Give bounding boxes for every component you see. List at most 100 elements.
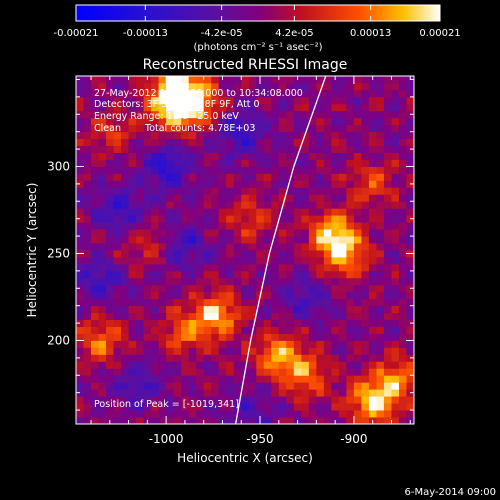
heatmap-cell (376, 173, 385, 181)
heatmap-cell (91, 215, 99, 223)
heatmap-cell (106, 138, 114, 146)
heatmap-cell (368, 361, 377, 369)
heatmap-cell (308, 229, 317, 237)
heatmap-cell (98, 312, 107, 320)
heatmap-cell (128, 312, 137, 320)
heatmap-cell (151, 229, 160, 237)
heatmap-cell (278, 396, 287, 404)
heatmap-cell (338, 305, 347, 314)
heatmap-cell (368, 368, 377, 376)
heatmap-cell (248, 180, 257, 188)
heatmap-cell (83, 208, 92, 216)
heatmap-cell (271, 403, 280, 411)
heatmap-cell (76, 361, 84, 369)
heatmap-cell (113, 124, 122, 133)
heatmap-cell (383, 76, 392, 84)
heatmap-cell (316, 250, 325, 258)
heatmap-cell (83, 222, 92, 230)
heatmap-cell (331, 291, 340, 300)
heatmap-cell (188, 312, 197, 320)
heatmap-cell (293, 333, 302, 341)
heatmap-cell (353, 96, 362, 105)
heatmap-cell (346, 131, 355, 140)
heatmap-cell (143, 333, 152, 341)
heatmap-cell (323, 110, 332, 119)
heatmap-cell (256, 256, 265, 265)
heatmap-cell (113, 270, 122, 279)
heatmap-cell (263, 152, 272, 160)
heatmap-cell (151, 166, 160, 174)
heatmap-cell (203, 138, 212, 146)
heatmap-cell (143, 347, 152, 355)
colorbar-tick-label: -0.00021 (54, 28, 99, 39)
heatmap-cell (83, 124, 92, 133)
heatmap-cell (353, 117, 362, 126)
heatmap-cell (286, 347, 295, 355)
heatmap-cell (248, 215, 257, 223)
heatmap-cell (398, 138, 407, 146)
heatmap-cell (181, 312, 190, 320)
heatmap-cell (211, 417, 220, 424)
heatmap-cell (233, 201, 242, 209)
heatmap-cell (353, 222, 362, 230)
heatmap-cell (368, 89, 377, 98)
heatmap-cell (203, 215, 212, 223)
heatmap-cell (353, 89, 362, 98)
heatmap-cell (308, 166, 317, 174)
heatmap-cell (211, 284, 220, 293)
heatmap-cell (368, 173, 377, 181)
heatmap-cell (256, 382, 265, 390)
heatmap-cell (383, 375, 392, 383)
heatmap-cell (248, 277, 257, 286)
heatmap-cell (158, 187, 167, 195)
heatmap-cell (91, 250, 99, 258)
heatmap-cell (203, 194, 212, 202)
heatmap-cell (331, 103, 340, 112)
heatmap-cell (316, 291, 325, 300)
heatmap-cell (98, 187, 107, 195)
heatmap-cell (316, 361, 325, 369)
heatmap-cell (391, 159, 400, 167)
heatmap-cell (376, 82, 385, 91)
heatmap-cell (323, 236, 332, 244)
heatmap-cell (113, 354, 122, 362)
heatmap-cell (113, 361, 122, 369)
heatmap-cell (271, 166, 280, 174)
heatmap-cell (271, 319, 280, 327)
heatmap-cell (181, 410, 190, 418)
heatmap-cell (361, 110, 370, 119)
heatmap-cell (383, 96, 392, 105)
heatmap-cell (76, 347, 84, 355)
heatmap-cell (256, 208, 265, 216)
heatmap-cell (136, 326, 144, 334)
heatmap-cell (346, 194, 355, 202)
heatmap-cell (151, 215, 160, 223)
heatmap-cell (76, 138, 84, 146)
heatmap-cell (98, 417, 107, 424)
heatmap-cell (301, 166, 310, 174)
heatmap-cell (121, 229, 129, 237)
heatmap-cell (226, 173, 235, 181)
heatmap-cell (368, 166, 377, 174)
heatmap-cell (316, 396, 325, 404)
heatmap-cell (241, 194, 250, 202)
heatmap-cell (98, 305, 107, 314)
heatmap-cell (166, 284, 175, 293)
heatmap-cell (98, 138, 107, 146)
heatmap-cell (368, 270, 377, 279)
heatmap-cell (286, 222, 295, 230)
heatmap-cell (368, 382, 377, 390)
heatmap-cell (293, 243, 302, 251)
heatmap-cell (361, 138, 370, 146)
heatmap-cell (383, 298, 392, 307)
heatmap-cell (188, 368, 197, 376)
heatmap-cell (151, 284, 160, 293)
heatmap-cell (136, 173, 144, 181)
heatmap-cell (106, 375, 114, 383)
heatmap-cell (106, 96, 114, 105)
heatmap-cell (406, 333, 414, 341)
heatmap-cell (173, 256, 182, 265)
heatmap-cell (98, 131, 107, 140)
heatmap-cell (263, 396, 272, 404)
heatmap-cell (293, 208, 302, 216)
